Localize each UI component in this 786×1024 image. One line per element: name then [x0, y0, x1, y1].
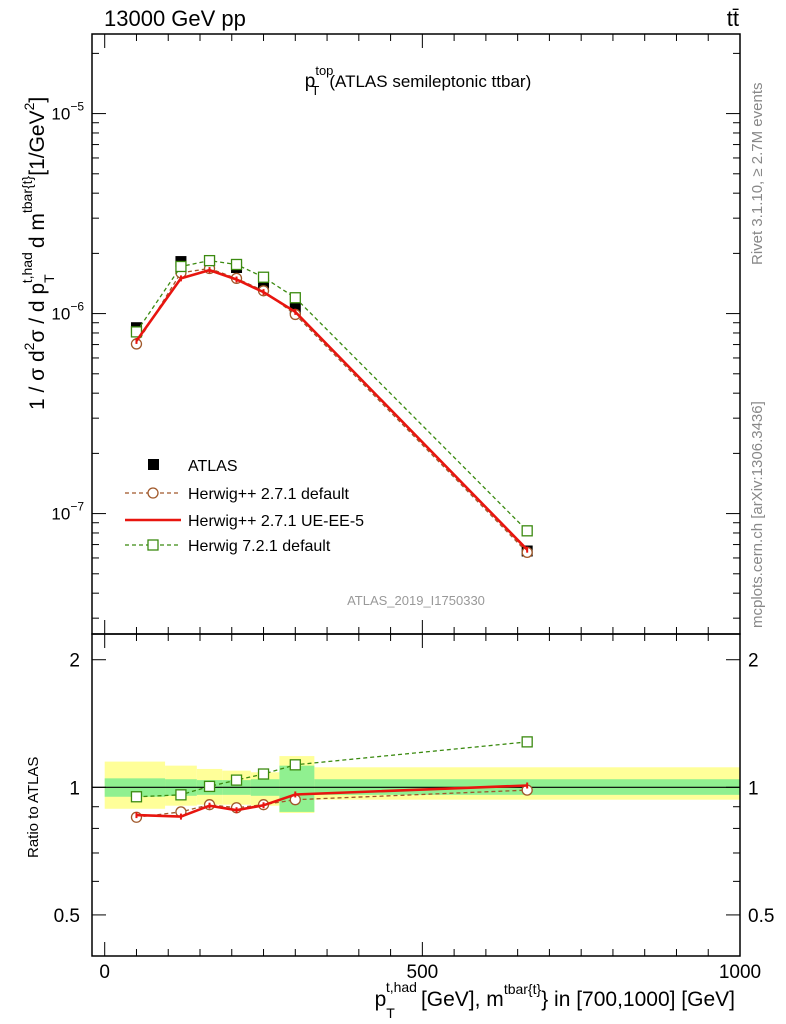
main-panel: ptop T (ATLAS semileptonic ttbar) ATLAS_20… — [19, 33, 741, 635]
x-tick-label: 0 — [99, 962, 110, 983]
energy-label: 13000 GeV pp — [104, 6, 246, 31]
main-point-herwig-7-2-1-default — [203, 254, 216, 267]
legend-marker-herwig7 — [147, 539, 159, 551]
main-title: ptop T (ATLAS semileptonic ttbar) — [305, 63, 531, 98]
y-tick-label: 10−7 — [51, 500, 84, 524]
analysis-watermark: ATLAS_2019_I1750330 — [347, 593, 485, 608]
main-line-herwig-2-7-1-default — [135, 267, 528, 553]
main-point-atlas — [258, 277, 270, 289]
ratio-point-herwig-7-2-1-default — [130, 791, 143, 803]
rivet-label: Rivet 3.1.10, ≥ 2.7M events — [749, 83, 766, 266]
main-point-herwig-7-2-1-default — [175, 260, 187, 273]
ratio-point-herwig-7-2-1-default — [521, 736, 533, 748]
main-point-atlas — [289, 303, 301, 315]
legend: ATLAS Herwig++ 2.7.1 default Herwig++ 2.… — [125, 458, 364, 555]
ratio-point-herwig-7-2-1-default — [203, 780, 216, 793]
main-line-herwig-2-7-1-ue-ee-5 — [135, 268, 529, 551]
ratio-y-tick-label-left: 1 — [69, 778, 80, 799]
main-series-group — [130, 254, 533, 559]
ratio-y-tick-label-right: 2 — [748, 651, 759, 672]
main-point-herwig-7-2-1-default — [521, 525, 533, 537]
main-point-herwig-7-2-1-default — [257, 271, 270, 283]
ratio-y-tick-label-left: 0.5 — [54, 906, 80, 927]
x-axis-label: pTt,had[GeV], mtbar{t}} in [700,1000] [G… — [375, 979, 735, 1021]
legend-marker-herwigpp-default — [147, 487, 159, 499]
process-label: tt̄ — [727, 6, 739, 31]
ratio-point-herwig-7-2-1-default — [230, 774, 243, 786]
x-tick-label: 1000 — [719, 962, 761, 983]
legend-label-herwig7: Herwig 7.2.1 default — [188, 538, 331, 555]
ratio-y-tick-label-right: 1 — [748, 778, 759, 799]
mcplots-label: mcplots.cern.ch [arXiv:1306.3436] — [749, 401, 766, 628]
legend-marker-atlas — [148, 459, 159, 470]
ratio-point-herwig-7-2-1-default — [175, 789, 187, 801]
ratio-uncertainty-bands — [92, 756, 740, 813]
ratio-y-axis-label: Ratio to ATLAS — [25, 757, 42, 858]
ratio-y-tick-label-left: 2 — [69, 651, 80, 672]
main-point-herwig-7-2-1-default — [289, 292, 301, 304]
legend-label-herwigpp-ueee5: Herwig++ 2.7.1 UE-EE-5 — [188, 513, 364, 530]
x-tick-label: 500 — [407, 962, 439, 983]
ratio-axis-ticks: 0.5 0.5 1 1 2 2 0 500 1000 — [54, 634, 774, 983]
legend-label-herwigpp-default: Herwig++ 2.7.1 default — [188, 486, 350, 503]
legend-label-atlas: ATLAS — [188, 458, 238, 475]
ratio-point-herwig-7-2-1-default — [289, 759, 301, 771]
y-tick-label: 10−5 — [51, 100, 84, 124]
ratio-frame — [91, 633, 741, 957]
main-point-herwig-7-2-1-default — [230, 258, 243, 271]
ratio-panel: 0.5 0.5 1 1 2 2 0 500 1000 Ratio to ATLAS pTt,ha… — [25, 633, 774, 1021]
y-tick-label: 10−6 — [51, 300, 84, 324]
ratio-y-tick-label-right: 0.5 — [748, 906, 774, 927]
ratio-point-herwig-7-2-1-default — [257, 768, 270, 780]
main-axis-ticks: 10−7 10−6 10−5 — [51, 34, 741, 634]
main-y-axis-label: 1 / σ d2σ / d pTt,hadd mtbar{t}[1/GeV2] — [19, 97, 57, 410]
ratio-series-group — [130, 736, 533, 823]
